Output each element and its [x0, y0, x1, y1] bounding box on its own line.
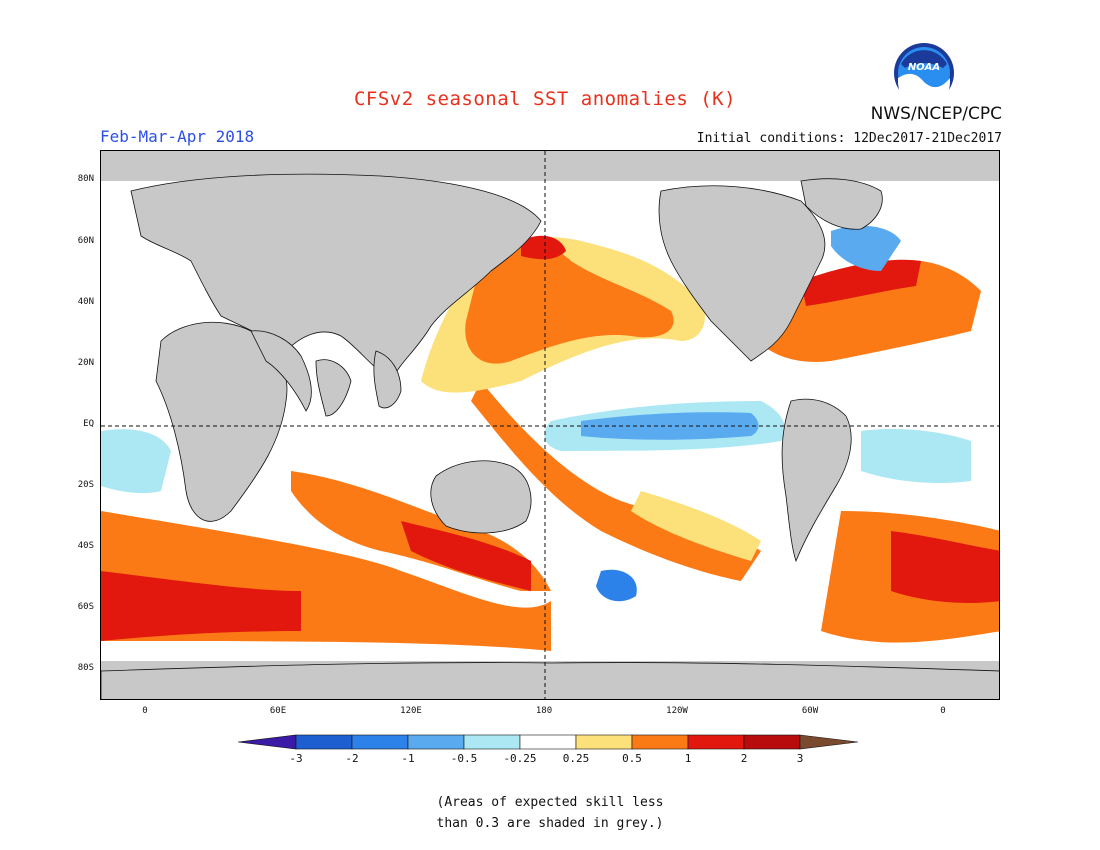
- colorbar-tick: 3: [796, 752, 804, 765]
- colorbar-tick: -1: [401, 752, 415, 765]
- lat-label: 60S: [77, 602, 94, 612]
- lat-label: 40N: [77, 297, 94, 307]
- skill-note-line: than 0.3 are shaded in grey.): [436, 816, 664, 831]
- colorbar-tick: -0.5: [450, 752, 478, 765]
- skill-note-line: (Areas of expected skill less: [436, 795, 664, 810]
- lon-label: 60E: [269, 706, 287, 716]
- sst-anomaly-map: [100, 150, 1000, 700]
- lon-label: 0: [940, 706, 946, 716]
- lat-label: 80N: [77, 174, 94, 184]
- colorbar-tick: 2: [740, 752, 748, 765]
- lat-label: 60N: [77, 236, 94, 246]
- map-title: CFSv2 seasonal SST anomalies (K): [353, 88, 737, 110]
- svg-text:NOAA: NOAA: [908, 62, 940, 73]
- forecast-period: Feb-Mar-Apr 2018: [100, 127, 255, 146]
- lat-label: EQ: [83, 419, 94, 429]
- noaa-logo-icon: NOAA: [894, 43, 954, 104]
- lon-label: 60W: [801, 706, 819, 716]
- lat-label: 20S: [77, 480, 94, 490]
- skill-note: (Areas of expected skill less than 0.3 a…: [0, 792, 1100, 834]
- colorbar-tick: 1: [684, 752, 692, 765]
- agency-label: NWS/NCEP/CPC: [870, 104, 1002, 124]
- colorbar: [238, 734, 859, 750]
- colorbar-tick: 0.5: [622, 752, 642, 765]
- lat-label: 80S: [77, 663, 94, 673]
- colorbar-tick: -2: [345, 752, 359, 765]
- lat-label: 20N: [77, 358, 94, 368]
- lon-label: 120E: [400, 706, 422, 716]
- lon-label: 180: [535, 706, 553, 716]
- initial-conditions: Initial conditions: 12Dec2017-21Dec2017: [696, 131, 1002, 146]
- lon-label: 120W: [666, 706, 688, 716]
- colorbar-tick: 0.25: [562, 752, 590, 765]
- lon-label: 0: [142, 706, 148, 716]
- lat-label: 40S: [77, 541, 94, 551]
- colorbar-tick: -3: [289, 752, 303, 765]
- colorbar-tick: -0.25: [503, 752, 537, 765]
